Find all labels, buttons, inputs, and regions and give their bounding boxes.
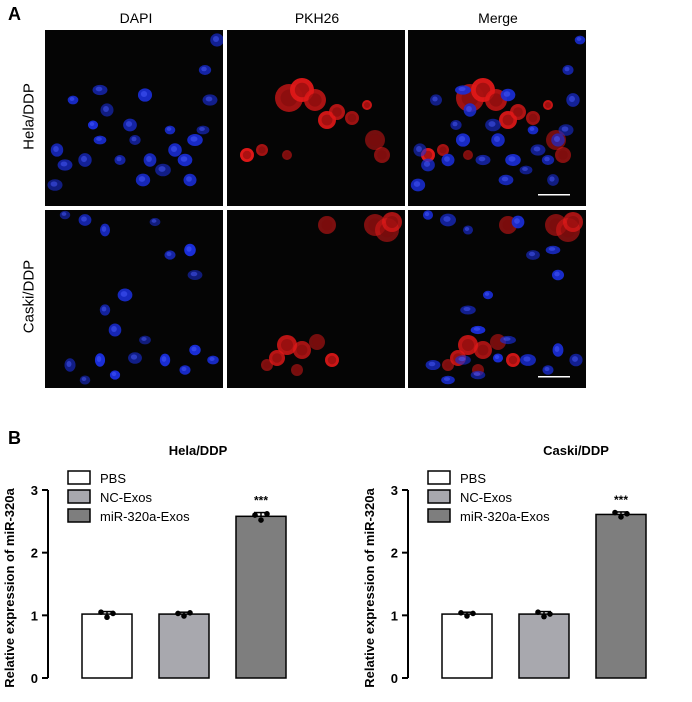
chart-title: Caski/DDP <box>543 443 609 458</box>
data-point <box>612 509 618 516</box>
data-point <box>175 610 181 617</box>
bar-chart-caski: Caski/DDP Relative expression of miR-320a… <box>362 443 647 688</box>
column-header-merge: Merge <box>478 10 518 26</box>
data-point <box>618 514 624 520</box>
data-point <box>252 512 258 518</box>
y-tick-label: 3 <box>391 483 398 498</box>
legend-swatch <box>427 508 451 523</box>
row-header-hela: Hela/DDP <box>20 83 38 150</box>
bar-NC-Exos <box>518 613 570 679</box>
legend-label: miR-320a-Exos <box>100 509 190 524</box>
y-tick-label: 0 <box>391 671 398 686</box>
legend-label: PBS <box>460 471 486 486</box>
bar-PBS <box>441 613 493 679</box>
data-point <box>458 610 464 616</box>
data-point <box>258 517 264 523</box>
data-point <box>264 511 270 517</box>
legend-swatch <box>67 489 91 504</box>
row-header-caski: Caski/DDP <box>20 259 38 334</box>
micrograph-caski-dapi <box>45 210 223 388</box>
data-point <box>110 610 116 617</box>
data-point <box>541 613 547 620</box>
y-tick-label: 1 <box>391 608 398 623</box>
data-point <box>470 610 476 617</box>
y-tick-label: 1 <box>31 608 38 623</box>
legend-swatch <box>67 508 91 523</box>
data-point <box>98 609 104 615</box>
legend-swatch <box>427 470 451 485</box>
micrograph-hela-pkh26 <box>227 30 405 206</box>
y-tick-label: 0 <box>31 671 38 686</box>
y-axis-label: Relative expression of miR-320a <box>2 488 17 688</box>
bar-PBS <box>81 613 133 679</box>
bar-chart-hela: Hela/DDP Relative expression of miR-320a 0… <box>2 443 287 688</box>
data-point <box>535 609 541 615</box>
y-axis-label: Relative expression of miR-320a <box>362 488 377 688</box>
micrograph-caski-merge <box>408 210 586 388</box>
data-point <box>104 614 110 621</box>
bar-NC-Exos <box>158 613 210 679</box>
data-point <box>624 511 630 517</box>
chart-title: Hela/DDP <box>169 443 228 458</box>
bar-miR-320a-Exos <box>235 515 287 679</box>
column-header-pkh26: PKH26 <box>294 10 340 26</box>
panel-b-label: B <box>8 428 21 448</box>
data-point <box>181 613 187 619</box>
legend-label: NC-Exos <box>460 490 513 505</box>
data-point <box>187 610 193 616</box>
legend-label: PBS <box>100 471 126 486</box>
y-tick-label: 2 <box>391 546 398 561</box>
column-header-dapi: DAPI <box>119 10 153 26</box>
significance-label: *** <box>254 494 268 508</box>
data-point <box>464 613 470 619</box>
data-point <box>547 611 553 617</box>
legend-swatch <box>427 489 451 504</box>
bar-miR-320a-Exos <box>595 513 647 679</box>
micrograph-caski-pkh26 <box>227 210 405 388</box>
micrograph-hela-merge <box>408 30 586 206</box>
micrograph-hela-dapi <box>45 30 223 206</box>
legend-label: NC-Exos <box>100 490 153 505</box>
significance-label: *** <box>614 493 628 507</box>
legend-label: miR-320a-Exos <box>460 509 550 524</box>
panel-a-label: A <box>8 4 21 24</box>
y-tick-label: 3 <box>31 483 38 498</box>
y-tick-label: 2 <box>31 546 38 561</box>
legend-swatch <box>67 470 91 485</box>
